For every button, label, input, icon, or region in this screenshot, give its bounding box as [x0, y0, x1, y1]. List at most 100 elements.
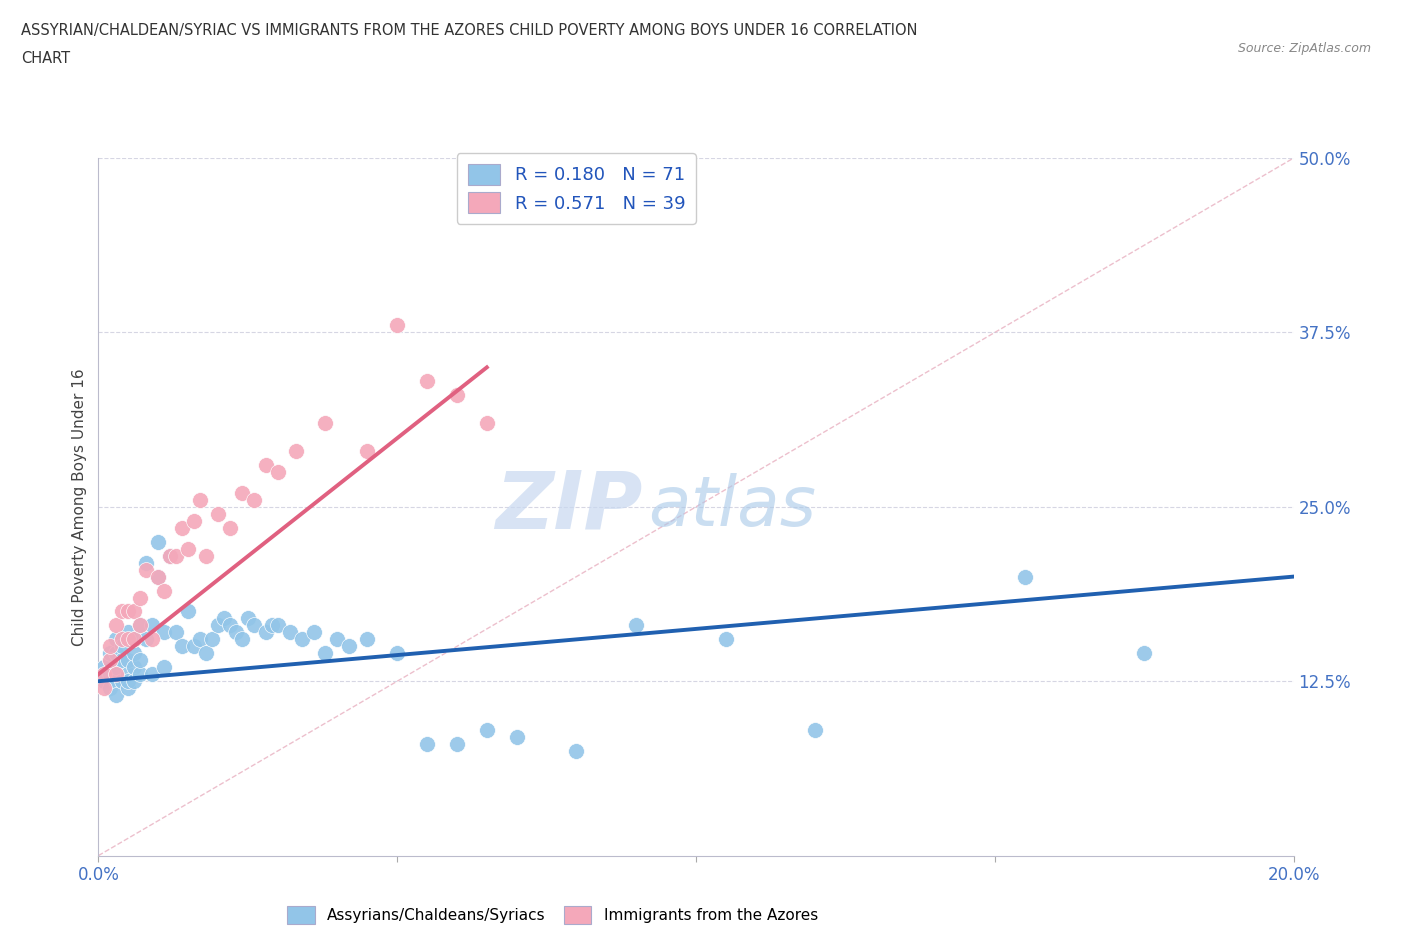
Point [105, 646, 128, 661]
Text: CHART: CHART [21, 51, 70, 66]
Point [124, 646, 146, 661]
Point [105, 660, 128, 675]
Point [385, 318, 409, 333]
Point [100, 653, 122, 668]
Point [315, 646, 337, 661]
Point [124, 673, 146, 688]
Point [446, 737, 468, 751]
Point [446, 388, 468, 403]
Point [105, 618, 128, 633]
Point [153, 625, 176, 640]
Point [231, 485, 253, 500]
Point [804, 723, 827, 737]
Y-axis label: Child Poverty Among Boys Under 16: Child Poverty Among Boys Under 16 [72, 368, 87, 645]
Point [111, 653, 134, 668]
Point [284, 444, 307, 458]
Point [124, 632, 146, 647]
Point [141, 632, 163, 647]
Point [124, 632, 146, 647]
Point [315, 416, 337, 431]
Point [148, 569, 170, 584]
Point [93, 667, 115, 682]
Point [475, 723, 498, 737]
Point [172, 639, 194, 654]
Point [124, 604, 146, 619]
Point [135, 562, 157, 577]
Point [100, 639, 122, 654]
Point [243, 493, 266, 508]
Point [231, 632, 253, 647]
Legend: Assyrians/Chaldeans/Syriacs, Immigrants from the Azores: Assyrians/Chaldeans/Syriacs, Immigrants … [280, 898, 825, 930]
Point [243, 618, 266, 633]
Point [153, 583, 176, 598]
Point [177, 541, 200, 556]
Point [105, 673, 128, 688]
Point [93, 667, 115, 682]
Point [165, 625, 187, 640]
Point [117, 632, 139, 647]
Point [129, 591, 152, 605]
Point [254, 458, 277, 472]
Point [129, 618, 152, 633]
Point [93, 681, 115, 696]
Point [124, 660, 146, 675]
Point [117, 625, 139, 640]
Text: ZIP: ZIP [495, 468, 643, 546]
Point [148, 534, 170, 549]
Point [117, 653, 139, 668]
Text: ASSYRIAN/CHALDEAN/SYRIAC VS IMMIGRANTS FROM THE AZORES CHILD POVERTY AMONG BOYS : ASSYRIAN/CHALDEAN/SYRIAC VS IMMIGRANTS F… [21, 23, 918, 38]
Point [267, 465, 290, 480]
Point [105, 667, 128, 682]
Point [129, 667, 152, 682]
Point [117, 667, 139, 682]
Point [93, 660, 115, 675]
Point [117, 681, 139, 696]
Point [111, 604, 134, 619]
Point [207, 507, 229, 522]
Point [159, 549, 181, 564]
Point [219, 521, 242, 536]
Point [506, 729, 529, 744]
Text: atlas: atlas [648, 473, 815, 540]
Point [141, 618, 163, 633]
Point [188, 493, 211, 508]
Point [111, 673, 134, 688]
Point [212, 611, 235, 626]
Point [141, 667, 163, 682]
Point [565, 744, 588, 759]
Text: Source: ZipAtlas.com: Source: ZipAtlas.com [1237, 42, 1371, 55]
Point [111, 639, 134, 654]
Point [129, 653, 152, 668]
Point [117, 673, 139, 688]
Point [100, 646, 122, 661]
Point [177, 604, 200, 619]
Point [475, 416, 498, 431]
Point [1014, 569, 1036, 584]
Point [416, 374, 439, 389]
Point [172, 521, 194, 536]
Point [148, 569, 170, 584]
Point [506, 206, 529, 221]
Point [195, 549, 218, 564]
Point [153, 660, 176, 675]
Point [278, 625, 301, 640]
Point [105, 688, 128, 703]
Point [100, 653, 122, 668]
Point [219, 618, 242, 633]
Point [225, 625, 247, 640]
Point [201, 632, 224, 647]
Point [302, 625, 325, 640]
Point [135, 555, 157, 570]
Point [105, 632, 128, 647]
Point [93, 673, 115, 688]
Point [626, 618, 648, 633]
Point [260, 618, 283, 633]
Point [165, 549, 187, 564]
Point [183, 513, 205, 528]
Point [117, 604, 139, 619]
Point [236, 611, 259, 626]
Point [339, 639, 360, 654]
Point [291, 632, 314, 647]
Point [326, 632, 349, 647]
Point [111, 632, 134, 647]
